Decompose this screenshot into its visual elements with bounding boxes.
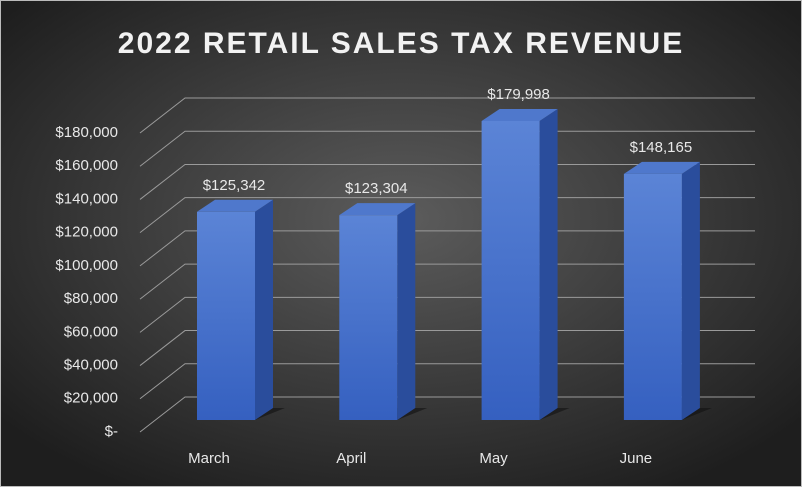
grid-line <box>139 263 755 300</box>
x-tick-label: May <box>479 450 508 467</box>
data-label: $148,165 <box>630 139 693 156</box>
grid-line <box>139 396 755 433</box>
grid-line <box>139 163 755 200</box>
grid-line <box>139 296 755 333</box>
bar-top <box>339 203 416 216</box>
grid-line <box>139 330 755 366</box>
bar-side <box>397 203 416 420</box>
y-tick-label: $60,000 <box>64 323 118 340</box>
x-tick-label: June <box>620 450 653 467</box>
y-tick-label: $40,000 <box>64 357 118 374</box>
y-tick-label: $100,000 <box>55 257 118 274</box>
y-tick-label: $120,000 <box>55 224 118 241</box>
bar-top <box>197 199 273 212</box>
grid-line <box>139 230 755 267</box>
y-tick-label: $140,000 <box>55 190 118 207</box>
bar-side <box>255 199 273 420</box>
grid-line <box>139 130 755 167</box>
y-tick-label: $20,000 <box>64 390 118 407</box>
data-label: $123,304 <box>345 180 408 197</box>
bar-top <box>623 161 700 174</box>
x-tick-label: March <box>188 450 230 467</box>
y-tick-label: $80,000 <box>64 290 118 307</box>
data-label: $179,998 <box>487 86 550 103</box>
y-tick-label: $160,000 <box>55 157 118 174</box>
bar <box>197 211 255 420</box>
x-tick-label: April <box>336 450 366 467</box>
bar-top <box>481 109 558 122</box>
bar <box>623 173 682 420</box>
bar-side <box>539 109 558 420</box>
bar <box>481 121 540 420</box>
data-label: $125,342 <box>203 177 266 194</box>
grid-line <box>139 197 755 234</box>
grid-line <box>139 363 755 400</box>
y-tick-label: $180,000 <box>55 124 118 141</box>
bar-side <box>681 161 700 420</box>
y-tick-label: $- <box>105 423 118 440</box>
grid-line <box>139 97 755 134</box>
bar <box>339 215 398 420</box>
chart-title: 2022 RETAIL SALES TAX REVENUE <box>118 27 684 60</box>
